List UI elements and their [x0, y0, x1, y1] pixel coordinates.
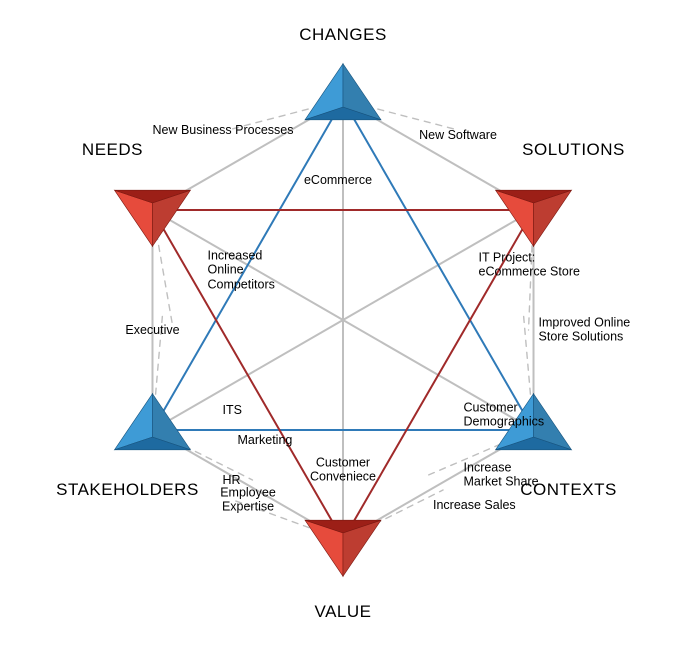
- annotation-7: Increase Sales: [433, 498, 516, 512]
- annotation-3: IT Project: eCommerce Store: [479, 251, 580, 280]
- vertex-marker-value: [305, 520, 381, 576]
- annotation-13: Executive: [125, 323, 179, 337]
- annotation-8: Customer Conveniece: [310, 456, 376, 485]
- annotation-10: HR: [222, 473, 240, 487]
- annotation-4: Improved Online Store Solutions: [539, 316, 631, 345]
- vertex-marker-stakeholders: [114, 394, 190, 450]
- annotation-2: eCommerce: [304, 173, 372, 187]
- diagram-stage: CHANGESSOLUTIONSCONTEXTSVALUESTAKEHOLDER…: [0, 0, 687, 670]
- annotation-1: New Software: [419, 128, 497, 142]
- vertex-marker-changes: [305, 64, 381, 120]
- annotation-6: Increase Market Share: [464, 461, 539, 490]
- vertex-label-stakeholders: STAKEHOLDERS: [56, 480, 199, 500]
- annotation-9: Employee Expertise: [220, 486, 276, 515]
- annotation-11: Marketing: [237, 433, 292, 447]
- annotation-12: ITS: [222, 403, 241, 417]
- vertex-label-solutions: SOLUTIONS: [522, 140, 625, 160]
- vertex-marker-solutions: [496, 190, 572, 246]
- annotation-0: New Business Processes: [152, 123, 293, 137]
- annotation-14: Increased Online Competitors: [207, 248, 274, 291]
- vertex-label-changes: CHANGES: [299, 25, 387, 45]
- vertex-label-needs: NEEDS: [82, 140, 143, 160]
- annotation-5: Customer Demographics: [464, 401, 545, 430]
- vertex-marker-needs: [114, 190, 190, 246]
- vertex-label-value: VALUE: [315, 602, 372, 622]
